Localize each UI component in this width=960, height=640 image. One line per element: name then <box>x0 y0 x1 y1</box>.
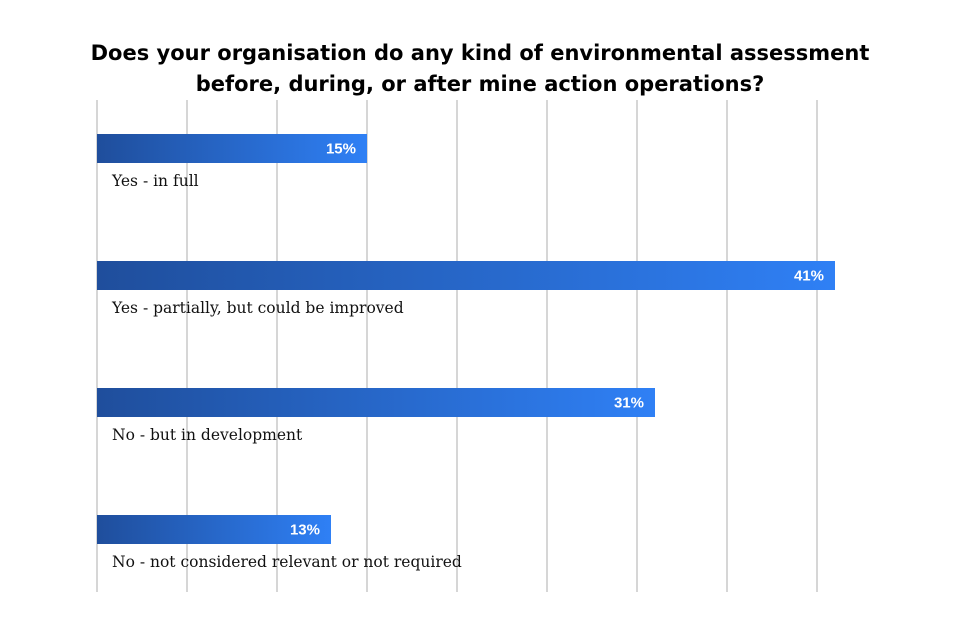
chart-title-line-2: before, during, or after mine action ope… <box>195 72 765 96</box>
gridlines <box>96 100 818 592</box>
chart-title: Does your organisation do any kind of en… <box>0 38 960 100</box>
bar-value-label: 13% <box>290 522 320 539</box>
bar <box>97 134 367 163</box>
bars: 15% 41% 31% 13% <box>97 134 835 544</box>
category-label: Yes - in full <box>111 172 199 190</box>
bar <box>97 515 331 544</box>
category-labels: Yes - in full Yes - partially, but could … <box>111 172 462 571</box>
category-label: No - but in development <box>112 426 303 444</box>
bar <box>97 261 835 290</box>
bar <box>97 388 655 417</box>
category-label: No - not considered relevant or not requ… <box>112 553 462 571</box>
chart-title-line-1: Does your organisation do any kind of en… <box>90 41 870 65</box>
category-label: Yes - partially, but could be improved <box>111 299 404 317</box>
bar-value-label: 41% <box>794 268 824 285</box>
bar-value-label: 15% <box>326 141 356 158</box>
bar-value-label: 31% <box>614 395 644 412</box>
